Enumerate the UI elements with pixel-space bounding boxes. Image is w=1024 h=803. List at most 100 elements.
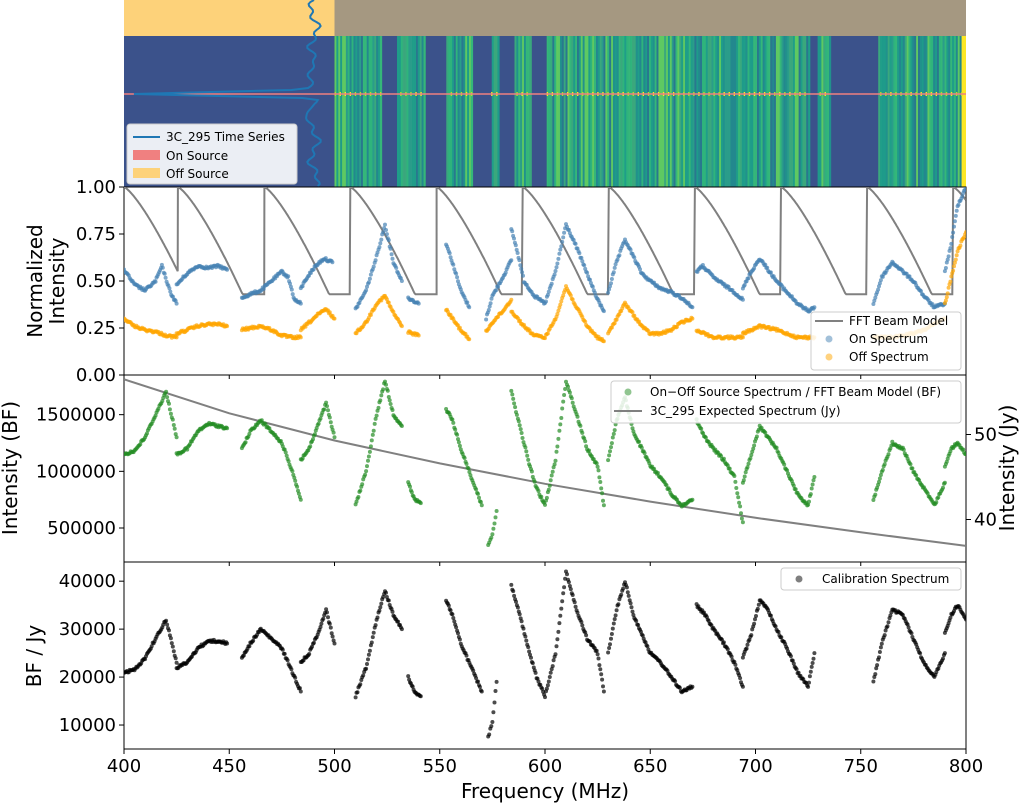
calibration-point xyxy=(598,667,603,672)
on-spectrum-point xyxy=(487,304,492,309)
bf-point xyxy=(944,459,949,464)
waterfall-channel xyxy=(461,36,464,187)
bf-point xyxy=(806,502,811,507)
bf-point xyxy=(690,497,695,502)
y-tick-label-right: 50 xyxy=(974,425,997,446)
waterfall-channel xyxy=(774,36,777,187)
legend-frame xyxy=(126,123,298,185)
calibration-point xyxy=(550,664,555,669)
waterfall-channel xyxy=(357,36,360,187)
bf-point xyxy=(748,456,753,461)
calibration-point xyxy=(776,629,781,634)
calibration-point xyxy=(754,614,758,618)
y-tick-label: 500000 xyxy=(47,518,116,539)
waterfall-channel xyxy=(688,36,691,187)
off-spectrum-point xyxy=(303,324,308,329)
calibration-point xyxy=(251,638,256,643)
bf-point xyxy=(170,417,175,422)
on-spectrum-point xyxy=(577,251,582,256)
calibration-point xyxy=(809,664,814,669)
on-spectrum-point xyxy=(585,270,590,275)
waterfall-channel xyxy=(893,36,896,187)
waterfall-channel xyxy=(923,36,926,187)
waterfall-channel xyxy=(963,36,966,187)
x-tick-label: 750 xyxy=(844,756,878,777)
bf-point xyxy=(740,520,745,525)
calibration-point xyxy=(327,621,332,626)
waterfall-channel xyxy=(781,36,784,187)
calibration-point xyxy=(579,620,584,624)
bf-point xyxy=(547,483,552,488)
calibration-point xyxy=(149,644,154,649)
calibration-point xyxy=(677,685,682,690)
bf-point xyxy=(418,501,423,506)
bf-point xyxy=(138,442,143,447)
on-spectrum-point xyxy=(518,263,523,268)
calibration-point xyxy=(406,674,411,679)
waterfall-channel xyxy=(952,36,955,187)
on-spectrum-point xyxy=(390,256,395,261)
on-spectrum-point xyxy=(484,317,489,322)
calibration-point xyxy=(885,624,890,629)
waterfall-channel xyxy=(376,36,379,187)
calibration-point xyxy=(170,644,175,649)
bf-point xyxy=(562,393,567,397)
on-spectrum-point xyxy=(456,279,460,284)
off-spectrum-point xyxy=(614,317,619,322)
calibration-point xyxy=(557,621,562,626)
legend-swatch-on-source xyxy=(133,150,160,160)
calibration-point xyxy=(735,668,740,673)
waterfall-channel xyxy=(796,36,799,187)
bf-legend: On−Off Source Spectrum / FFT Beam Model … xyxy=(610,380,962,424)
waterfall-channel xyxy=(918,36,921,187)
calibration-point xyxy=(738,676,743,681)
bf-point xyxy=(886,452,891,457)
off-spectrum-point xyxy=(225,324,230,329)
bf-point xyxy=(566,384,570,389)
waterfall-channel xyxy=(523,36,527,187)
waterfall-channel xyxy=(622,36,625,187)
bf-point xyxy=(165,395,170,400)
calibration-point xyxy=(733,662,738,667)
waterfall-channel xyxy=(408,36,411,187)
bf-point xyxy=(457,443,462,448)
waterfall-channel xyxy=(904,36,907,187)
bf-point xyxy=(606,458,611,463)
bf-point xyxy=(742,474,747,479)
on-spectrum-point xyxy=(582,263,587,268)
bf-point xyxy=(284,453,289,458)
waterfall-channel xyxy=(713,36,716,187)
calibration-point xyxy=(492,700,497,705)
bf-point xyxy=(173,432,178,437)
legend-frame xyxy=(780,567,962,591)
waterfall-channel xyxy=(616,36,619,187)
on-spectrum-point xyxy=(628,247,633,252)
waterfall-channel xyxy=(965,36,966,187)
bf-point xyxy=(791,483,796,488)
calibration-point xyxy=(546,679,551,684)
calibration-point xyxy=(293,675,298,680)
bf-point xyxy=(961,447,966,452)
off-spectrum-point xyxy=(518,318,523,323)
on-spectrum-point xyxy=(373,258,378,263)
waterfall-channel xyxy=(624,36,627,187)
waterfall-channel xyxy=(635,36,638,187)
on-spectrum-point xyxy=(388,246,393,251)
on-spectrum-point xyxy=(740,297,745,302)
waterfall-channel xyxy=(529,36,532,187)
on-spectrum-point xyxy=(746,276,751,281)
calibration-point xyxy=(631,613,636,617)
on-spectrum-point xyxy=(611,270,616,275)
bf-ylabel-right: Intensity (Jy) xyxy=(995,405,1019,532)
calibration-point xyxy=(596,656,601,661)
on-spectrum-point xyxy=(386,238,391,243)
on-spectrum-point xyxy=(544,299,548,304)
waterfall-channel xyxy=(347,36,350,187)
waterfall-channel xyxy=(825,36,828,187)
off-spectrum-point xyxy=(570,297,575,302)
calibration-point xyxy=(512,593,517,598)
waterfall-channel xyxy=(654,36,657,187)
bf-point xyxy=(293,478,298,483)
waterfall-channel xyxy=(950,36,953,187)
waterfall-channel xyxy=(910,36,913,187)
